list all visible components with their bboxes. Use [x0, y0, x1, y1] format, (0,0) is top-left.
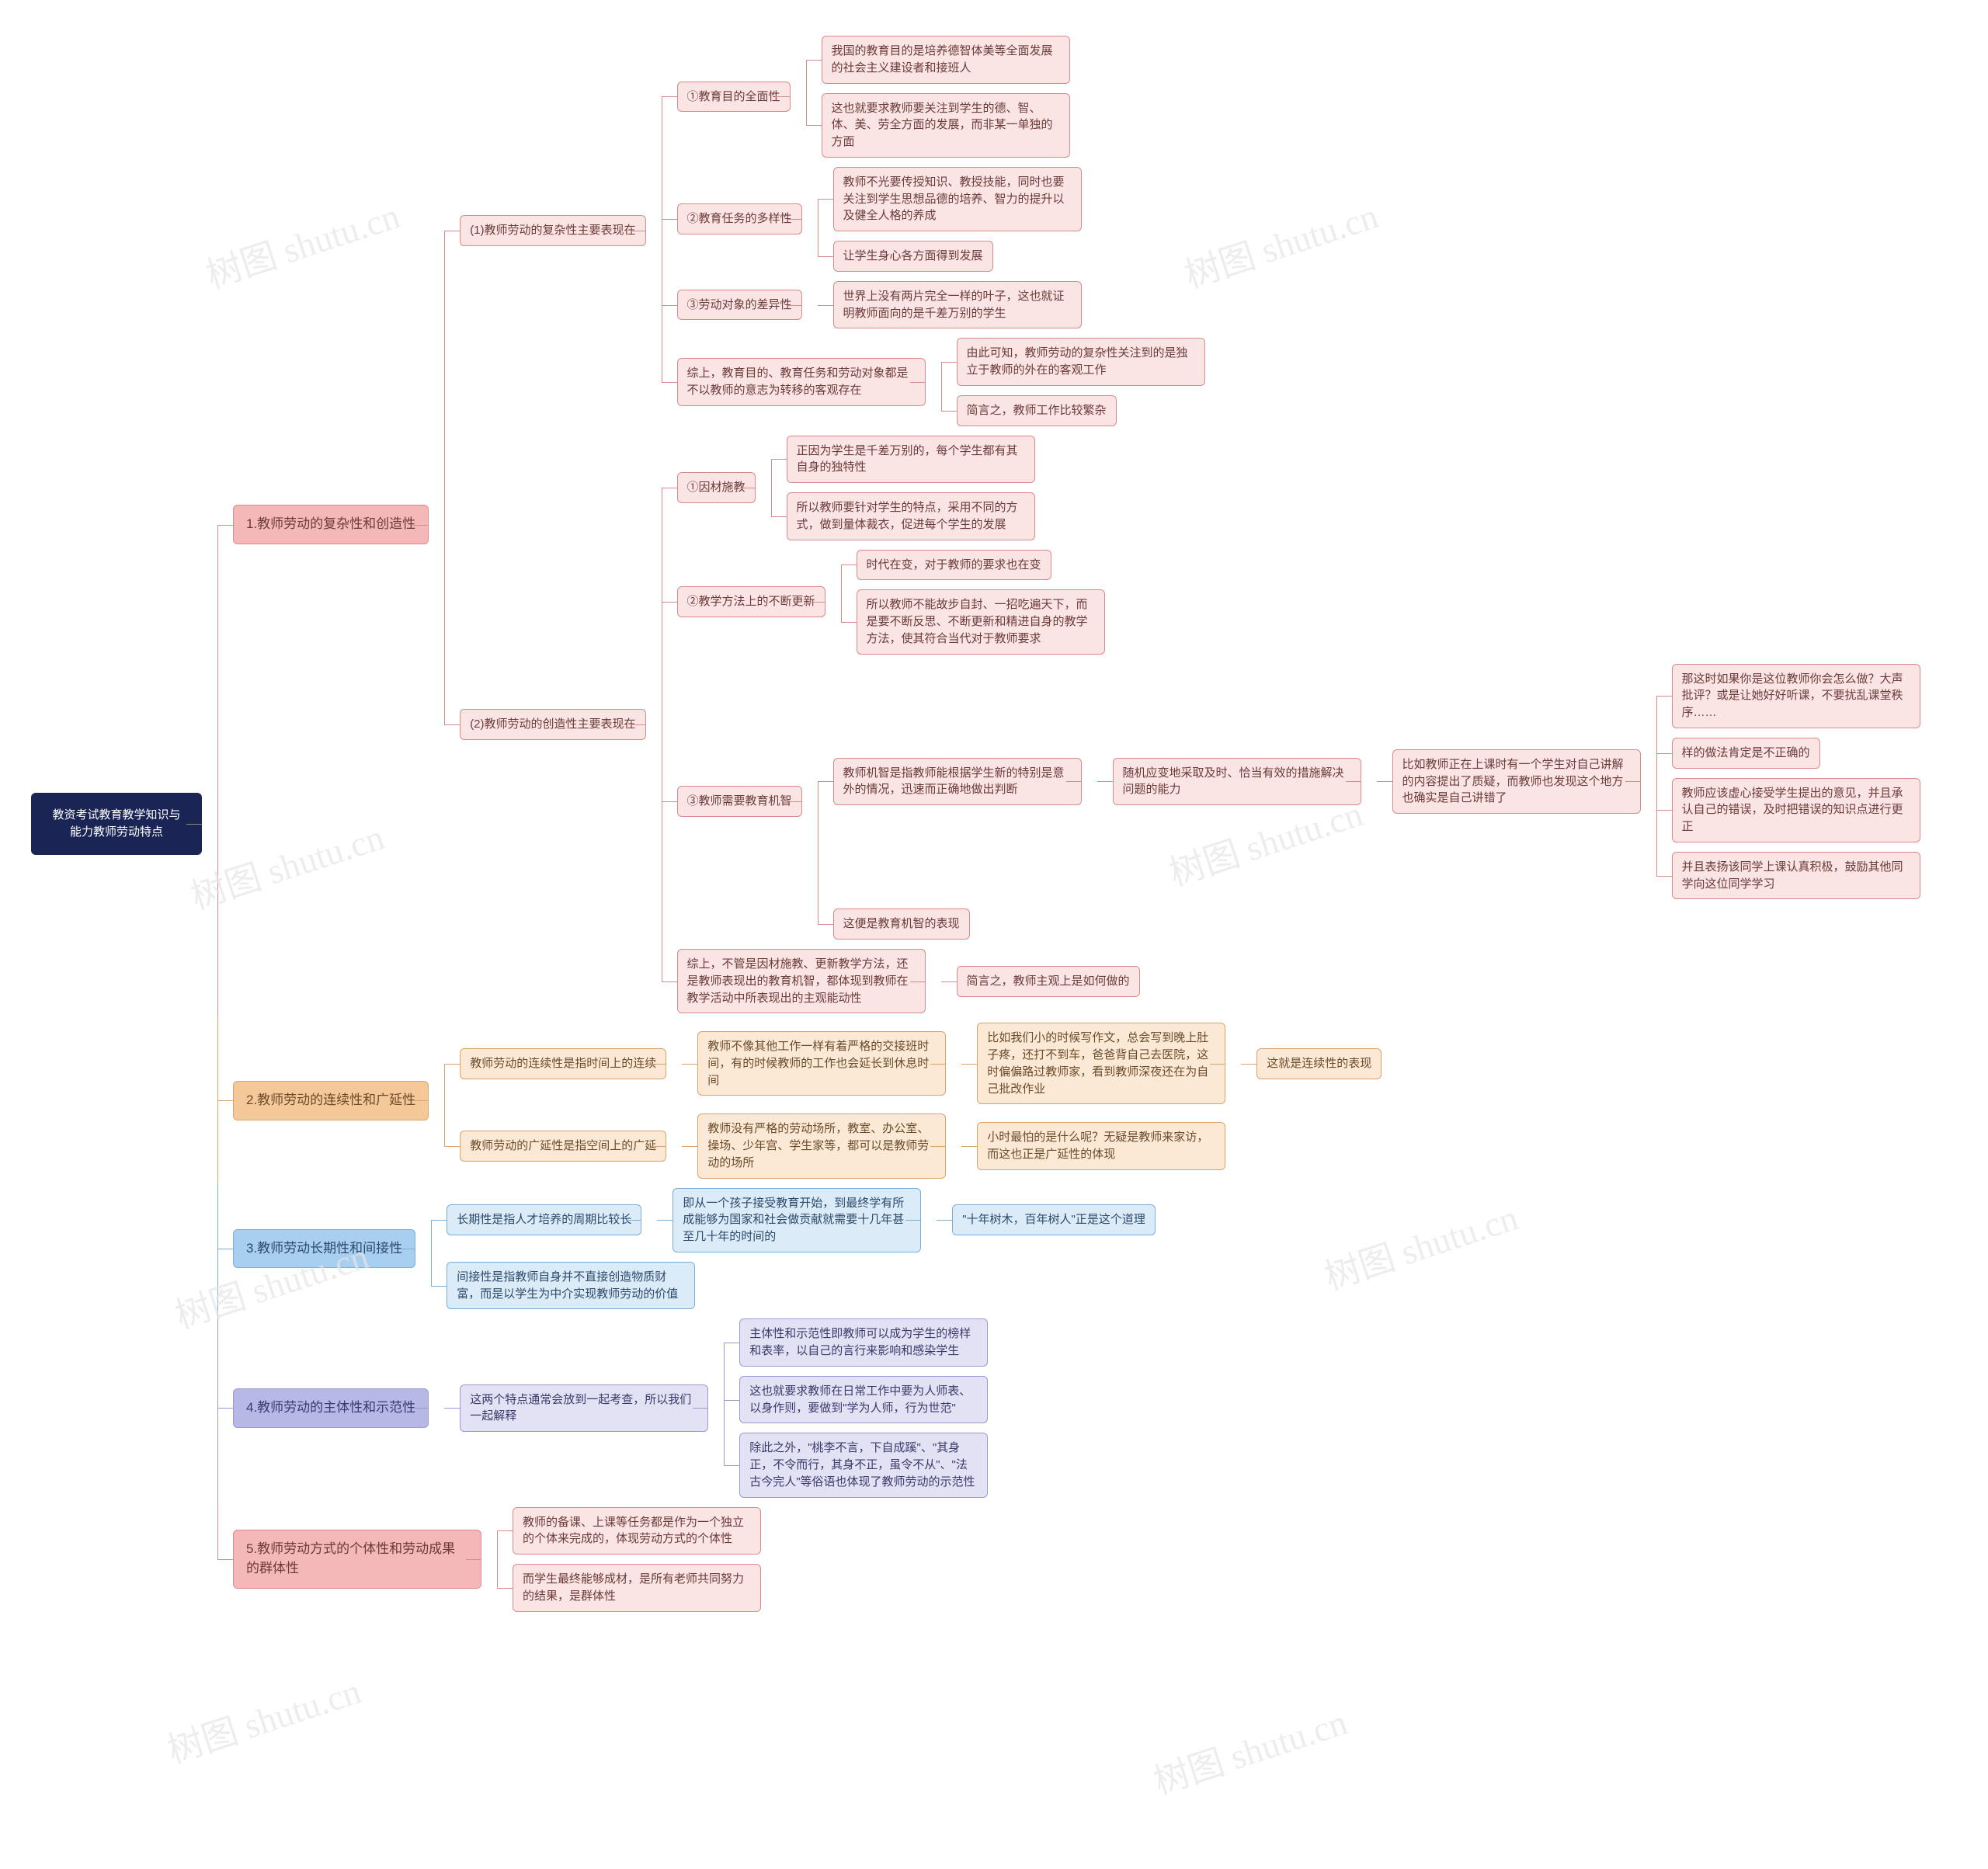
- branch-b2[interactable]: 2.教师劳动的连续性和广延性: [233, 1081, 429, 1120]
- sub-node[interactable]: 比如教师正在上课时有一个学生对自己讲解的内容提出了质疑，而教师也发现这个地方也确…: [1392, 749, 1641, 814]
- sub-node[interactable]: 综上，不管是因材施教、更新教学方法，还是教师表现出的教育机智，都体现到教师在教学…: [677, 949, 926, 1013]
- sub-node[interactable]: 间接性是指教师自身并不直接创造物质财富，而是以学生为中介实现教师劳动的价值: [447, 1262, 695, 1310]
- sub-node[interactable]: 教师劳动的连续性是指时间上的连续: [460, 1048, 666, 1079]
- sub-node[interactable]: 教师的备课、上课等任务都是作为一个独立的个体来完成的，体现劳动方式的个体性: [513, 1507, 761, 1555]
- sub-node[interactable]: 教师不光要传授知识、教授技能，同时也要关注到学生思想品德的培养、智力的提升以及健…: [833, 167, 1082, 231]
- sub-node[interactable]: ②教学方法上的不断更新: [677, 586, 825, 617]
- sub-node[interactable]: 这也就要求教师在日常工作中要为人师表、以身作则，要做到"学为人师，行为世范": [739, 1376, 988, 1424]
- sub-node[interactable]: 正因为学生是千差万别的，每个学生都有其自身的独特性: [787, 436, 1035, 484]
- sub-node[interactable]: 综上，教育目的、教育任务和劳动对象都是不以教师的意志为转移的客观存在: [677, 358, 926, 406]
- sub-node[interactable]: 样的做法肯定是不正确的: [1672, 738, 1820, 769]
- sub-node[interactable]: 简言之，教师主观上是如何做的: [957, 966, 1140, 997]
- mindmap: 教资考试教育教学知识与能力教师劳动特点 1.教师劳动的复杂性和创造性 (1)教师劳动…: [31, 31, 1957, 1617]
- sub-node[interactable]: 这就是连续性的表现: [1256, 1048, 1382, 1079]
- branch-b1[interactable]: 1.教师劳动的复杂性和创造性: [233, 505, 429, 544]
- branch-b5[interactable]: 5.教师劳动方式的个体性和劳动成果的群体性: [233, 1530, 481, 1588]
- sub-node[interactable]: 教师机智是指教师能根据学生新的特别是意外的情况，迅速而正确地做出判断: [833, 758, 1082, 806]
- sub-node[interactable]: 世界上没有两片完全一样的叶子，这也就证明教师面向的是千差万别的学生: [833, 281, 1082, 329]
- sub-node[interactable]: 我国的教育目的是培养德智体美等全面发展的社会主义建设者和接班人: [822, 36, 1070, 84]
- sub-node[interactable]: ③教师需要教育机智: [677, 786, 802, 817]
- sub-node[interactable]: ③劳动对象的差异性: [677, 290, 802, 321]
- sub-node[interactable]: 而学生最终能够成材，是所有老师共同努力的结果，是群体性: [513, 1564, 761, 1612]
- branch-b3[interactable]: 3.教师劳动长期性和间接性: [233, 1229, 415, 1269]
- sub-node[interactable]: ②教育任务的多样性: [677, 203, 802, 234]
- sub-node[interactable]: 这便是教育机智的表现: [833, 908, 970, 940]
- sub-node[interactable]: 那这时如果你是这位教师你会怎么做？大声批评？或是让她好好听课，不要扰乱课堂秩序……: [1672, 664, 1920, 728]
- watermark: 树图 shutu.cn: [1146, 1694, 1353, 1805]
- sub-node[interactable]: 所以教师不能故步自封、一招吃遍天下，而是要不断反思、不断更新和精进自身的教学方法…: [857, 589, 1105, 654]
- branch-b4[interactable]: 4.教师劳动的主体性和示范性: [233, 1388, 429, 1428]
- sub-node[interactable]: 让学生身心各方面得到发展: [833, 241, 993, 272]
- sub-node[interactable]: (1)教师劳动的复杂性主要表现在: [460, 215, 645, 246]
- sub-node[interactable]: (2)教师劳动的创造性主要表现在: [460, 709, 645, 740]
- sub-node[interactable]: 教师劳动的广延性是指空间上的广延: [460, 1131, 666, 1162]
- tree-root: 教资考试教育教学知识与能力教师劳动特点 1.教师劳动的复杂性和创造性 (1)教师劳动…: [31, 31, 1957, 1617]
- sub-node[interactable]: 教师没有严格的劳动场所，教室、办公室、操场、少年宫、学生家等，都可以是教师劳动的…: [697, 1113, 946, 1178]
- sub-node[interactable]: 主体性和示范性即教师可以成为学生的榜样和表率，以自己的言行来影响和感染学生: [739, 1318, 988, 1367]
- sub-node[interactable]: 并且表扬该同学上课认真积极，鼓励其他同学向这位同学学习: [1672, 852, 1920, 900]
- sub-node[interactable]: 除此之外，"桃李不言，下自成蹊"、"其身正，不令而行，其身不正，虽令不从"、"法…: [739, 1433, 988, 1497]
- sub-node[interactable]: 教师应该虚心接受学生提出的意见，并且承认自己的错误，及时把错误的知识点进行更正: [1672, 778, 1920, 842]
- sub-node[interactable]: 随机应变地采取及时、恰当有效的措施解决问题的能力: [1113, 758, 1361, 806]
- sub-node[interactable]: 这两个特点通常会放到一起考查，所以我们一起解释: [460, 1384, 708, 1433]
- sub-node[interactable]: 教师不像其他工作一样有着严格的交接班时间，有的时候教师的工作也会延长到休息时间: [697, 1031, 946, 1096]
- watermark: 树图 shutu.cn: [160, 1663, 367, 1774]
- sub-node[interactable]: 比如我们小的时候写作文，总会写到晚上肚子疼，还打不到车，爸爸背自己去医院，这时偏…: [977, 1023, 1225, 1104]
- sub-node[interactable]: 所以教师要针对学生的特点，采用不同的方式，做到量体裁衣，促进每个学生的发展: [787, 492, 1035, 540]
- canvas: 教资考试教育教学知识与能力教师劳动特点 1.教师劳动的复杂性和创造性 (1)教师劳动…: [0, 0, 1988, 1869]
- sub-node[interactable]: ①教育目的全面性: [677, 82, 791, 113]
- sub-node[interactable]: 时代在变，对于教师的要求也在变: [857, 550, 1051, 581]
- sub-node[interactable]: 这也就要求教师要关注到学生的德、智、体、美、劳全方面的发展，而非某一单独的方面: [822, 93, 1070, 158]
- root-node[interactable]: 教资考试教育教学知识与能力教师劳动特点: [31, 793, 202, 855]
- sub-node[interactable]: 长期性是指人才培养的周期比较长: [447, 1204, 641, 1235]
- sub-node[interactable]: 由此可知，教师劳动的复杂性关注到的是独立于教师的外在的客观工作: [957, 338, 1205, 386]
- sub-node[interactable]: 简言之，教师工作比较繁杂: [957, 395, 1117, 426]
- sub-node[interactable]: 小时最怕的是什么呢？无疑是教师来家访，而这也正是广延性的体现: [977, 1122, 1225, 1170]
- sub-node[interactable]: "十年树木，百年树人"正是这个道理: [952, 1204, 1156, 1235]
- sub-node[interactable]: 即从一个孩子接受教育开始，到最终学有所成能够为国家和社会做贡献就需要十几年甚至几…: [673, 1188, 921, 1252]
